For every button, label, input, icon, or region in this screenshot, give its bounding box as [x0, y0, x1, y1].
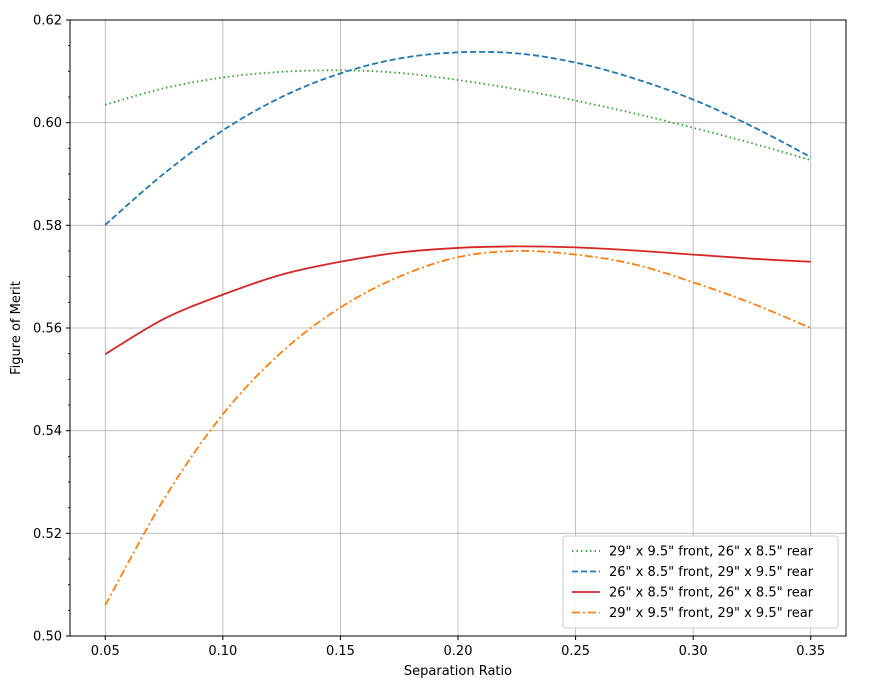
- series-line-3: [104, 245, 811, 355]
- legend: 29" x 9.5" front, 26" x 8.5" rear 26" x 8…: [562, 535, 839, 629]
- x-tick-label: 0.15: [326, 644, 355, 659]
- x-axis-label: Separation Ratio: [404, 664, 512, 679]
- y-tick-label: 0.54: [33, 424, 62, 439]
- y-tick-label: 0.60: [33, 116, 62, 131]
- x-tick-label: 0.10: [208, 644, 237, 659]
- x-tick-label: 0.30: [679, 644, 708, 659]
- series-line-1: [105, 69, 811, 162]
- axis-ticks: 0.05 0.10 0.15 0.20 0.25 0.30 0.35 0.50 0.52 0.54…: [33, 14, 825, 660]
- series-lines: [104, 50, 812, 606]
- x-tick-label: 0.20: [444, 644, 473, 659]
- y-tick-label: 0.56: [33, 322, 62, 337]
- series-line-2: [104, 50, 812, 226]
- y-tick-label: 0.62: [33, 14, 62, 29]
- legend-entry-1: 29" x 9.5" front, 26" x 8.5" rear: [609, 545, 814, 560]
- x-tick-label: 0.05: [91, 644, 120, 659]
- legend-entry-3: 26" x 8.5" front, 26" x 8.5" rear: [609, 586, 814, 601]
- legend-box: [562, 535, 839, 629]
- x-tick-label: 0.35: [796, 644, 825, 659]
- y-tick-label: 0.52: [33, 527, 62, 542]
- x-tick-label: 0.25: [561, 644, 590, 659]
- legend-entry-2: 26" x 8.5" front, 29" x 9.5" rear: [609, 565, 814, 580]
- legend-entry-4: 29" x 9.5" front, 29" x 9.5" rear: [609, 606, 814, 621]
- y-axis-label: Figure of Merit: [9, 281, 24, 375]
- y-tick-label: 0.50: [33, 630, 62, 645]
- series-line-4: [104, 250, 812, 606]
- y-tick-label: 0.58: [33, 219, 62, 234]
